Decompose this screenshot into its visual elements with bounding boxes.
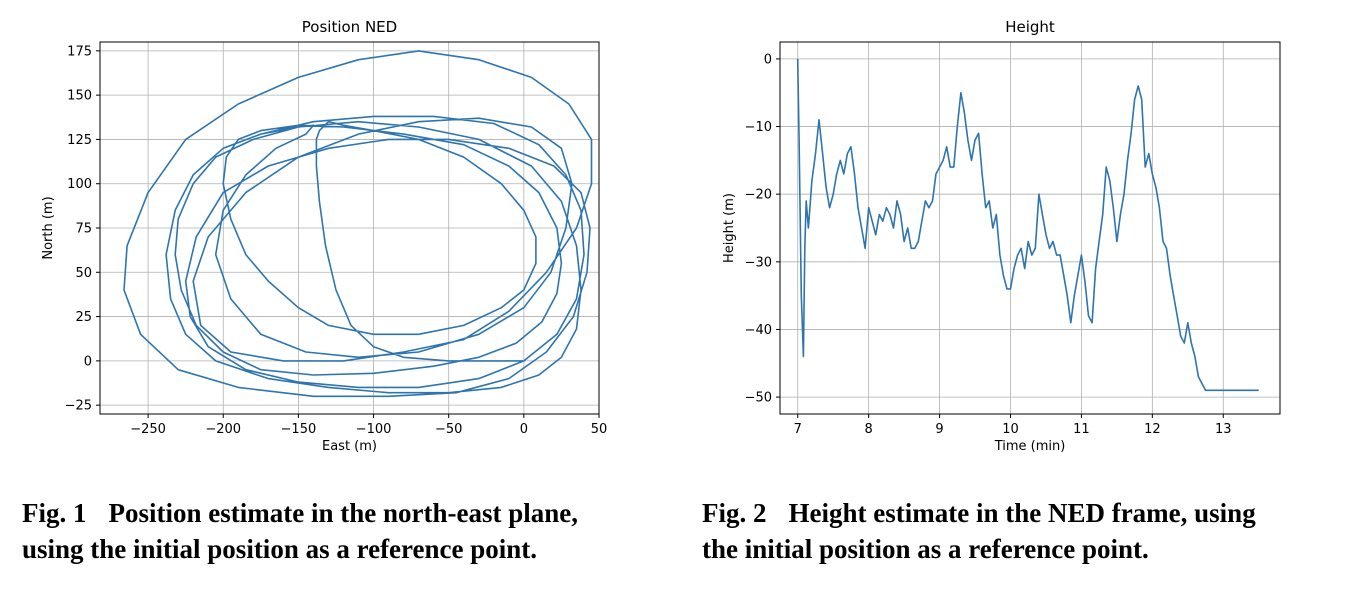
series-line [123, 50, 593, 398]
figure-canvas: −250 −200 −150 −100 −50 0 50−25025507510012515… [41, 18, 1281, 454]
y-tick-label: 0 [84, 354, 92, 369]
figure-2-text-1: Height estimate in the NED frame, using [788, 498, 1256, 528]
y-tick-label: −25 [65, 399, 92, 414]
figure-1-label: Fig. 1 [22, 498, 87, 528]
y-axis-label: North (m) [41, 196, 56, 259]
figure-2-label: Fig. 2 [702, 498, 767, 528]
x-tick-label: 7 [794, 422, 802, 437]
figure-1-text-1: Position estimate in the north-east plan… [108, 498, 578, 528]
y-tick-label: 75 [75, 222, 92, 237]
figure-2-caption: Fig. 2 Height estimate in the NED frame, … [702, 495, 1362, 567]
y-tick-label: 0 [764, 52, 772, 67]
y-tick-label: 150 [67, 89, 92, 104]
x-tick-label: −250 [130, 422, 166, 437]
figure-2-text-2: the initial position as a reference poin… [702, 534, 1149, 564]
plot-frame [779, 41, 1281, 415]
y-axis-label: Height (m) [722, 193, 737, 263]
y-tick-label: 175 [67, 44, 92, 59]
x-tick-label: −50 [435, 422, 462, 437]
height-chart: 7 8 9 10 11 12 13 0 −10 −20 −30 −40 −50 Height Time (m… [722, 18, 1281, 454]
x-tick-label: 8 [865, 422, 873, 437]
position-ned-chart: −250 −200 −150 −100 −50 0 50−25025507510012515… [41, 18, 607, 454]
x-tick-label: 9 [935, 422, 943, 437]
figure-1-caption: Fig. 1 Position estimate in the north-eas… [22, 495, 672, 567]
chart-title: Position NED [302, 18, 397, 36]
x-tick-label: 50 [591, 422, 608, 437]
caption-1-line-1: Fig. 1 Position estimate in the north-eas… [22, 495, 672, 531]
x-tick-label: 12 [1144, 422, 1161, 437]
y-tick-label: −30 [745, 255, 772, 270]
y-tick-label: −10 [745, 120, 772, 135]
series-line [796, 58, 1259, 392]
y-tick-label: −20 [745, 188, 772, 203]
x-tick-label: −200 [205, 422, 241, 437]
x-axis-label: East (m) [322, 439, 377, 454]
x-axis-label: Time (min) [994, 439, 1066, 454]
figure-1-text-2: using the initial position as a referenc… [22, 534, 538, 564]
x-tick-label: 13 [1215, 422, 1232, 437]
caption-2-line-1: Fig. 2 Height estimate in the NED frame, … [702, 495, 1362, 531]
y-tick-label: 25 [75, 310, 92, 325]
x-tick-label: 10 [1002, 422, 1019, 437]
y-tick-label: 100 [67, 177, 92, 192]
x-tick-label: −150 [281, 422, 317, 437]
y-tick-label: −40 [745, 323, 772, 338]
x-tick-label: 0 [520, 422, 528, 437]
y-tick-label: −50 [745, 391, 772, 406]
x-tick-label: 11 [1073, 422, 1090, 437]
y-tick-label: 50 [75, 266, 92, 281]
x-tick-label: −100 [356, 422, 392, 437]
y-tick-label: 125 [67, 133, 92, 148]
chart-title: Height [1005, 18, 1055, 36]
